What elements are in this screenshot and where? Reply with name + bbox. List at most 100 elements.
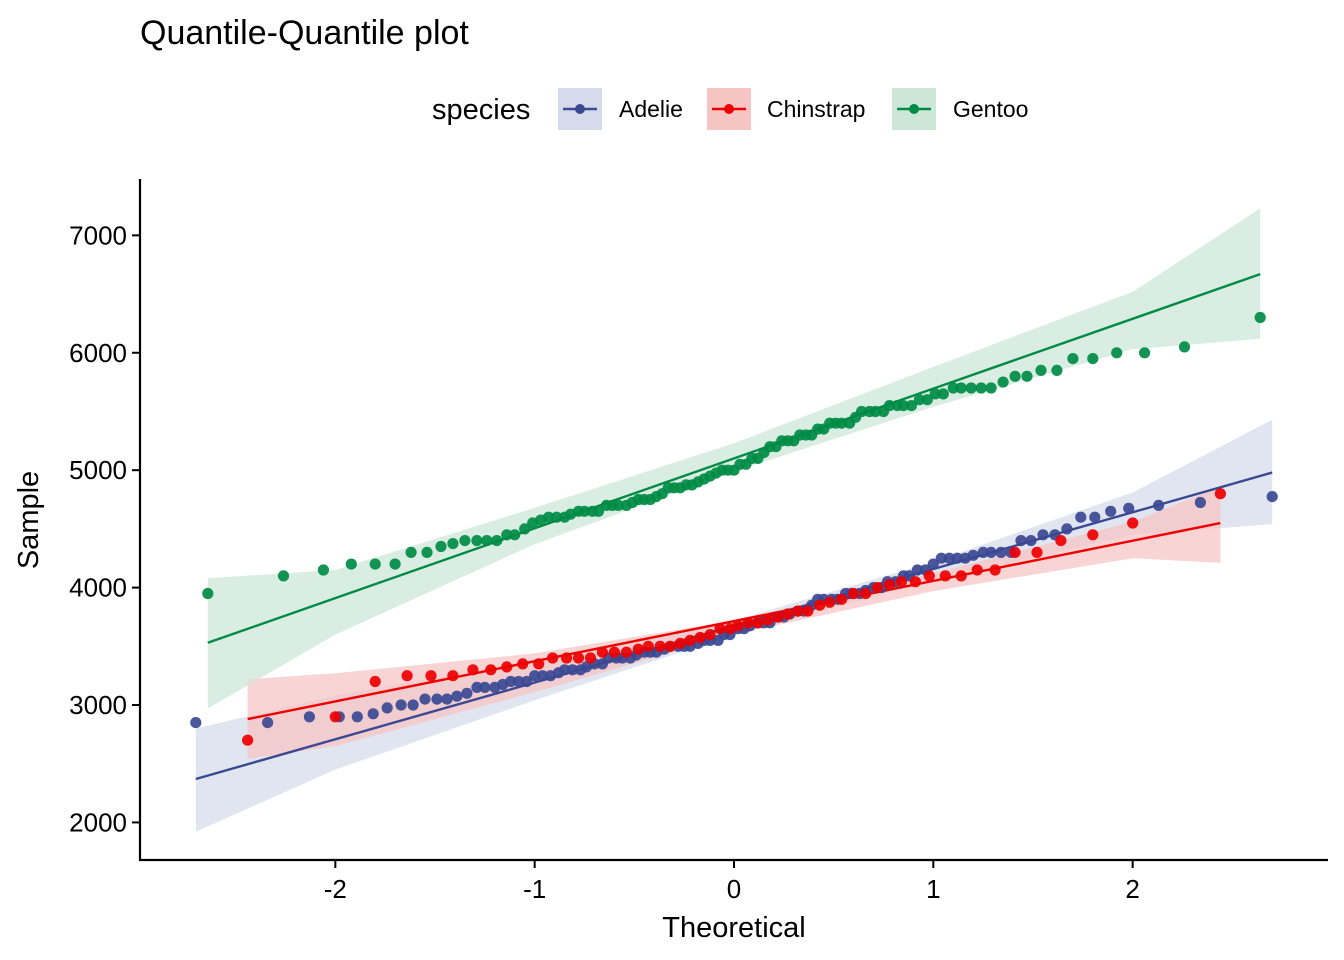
- point-gentoo: [551, 511, 563, 523]
- legend-label-chinstrap: Chinstrap: [767, 96, 865, 122]
- point-chinstrap: [772, 611, 784, 623]
- point-gentoo: [491, 535, 503, 547]
- point-chinstrap: [694, 631, 706, 644]
- chart-title: Quantile-Quantile plot: [140, 14, 469, 52]
- point-chinstrap: [871, 582, 884, 594]
- point-gentoo: [421, 546, 433, 559]
- x-tick-label: 2: [1125, 874, 1139, 904]
- point-chinstrap: [792, 605, 804, 617]
- x-tick-label: -2: [324, 874, 347, 904]
- point-chinstrap: [620, 646, 633, 658]
- point-chinstrap: [584, 652, 597, 664]
- point-chinstrap: [329, 711, 341, 723]
- point-gentoo: [481, 535, 493, 547]
- point-adelie: [513, 675, 525, 688]
- points-chinstrap: [242, 488, 1226, 746]
- point-adelie: [451, 690, 463, 702]
- point-gentoo: [997, 376, 1009, 388]
- point-gentoo: [519, 523, 531, 535]
- point-adelie: [262, 717, 274, 729]
- point-adelie: [381, 702, 393, 714]
- point-gentoo: [1067, 353, 1079, 365]
- point-adelie: [566, 664, 579, 676]
- point-gentoo: [405, 546, 417, 559]
- point-chinstrap: [923, 570, 935, 582]
- legend: species Adelie Chinstrap Gentoo: [432, 88, 1028, 130]
- point-gentoo: [612, 499, 625, 511]
- point-chinstrap: [642, 640, 654, 652]
- point-gentoo: [1254, 311, 1266, 324]
- legend-dot-adelie: [575, 104, 585, 114]
- point-chinstrap: [860, 587, 872, 600]
- point-adelie: [559, 664, 571, 676]
- point-gentoo: [869, 405, 882, 418]
- point-chinstrap: [572, 652, 585, 664]
- point-gentoo: [836, 417, 848, 429]
- point-chinstrap: [1127, 517, 1139, 529]
- point-gentoo: [202, 587, 214, 600]
- point-adelie: [395, 699, 407, 711]
- point-gentoo: [459, 535, 471, 547]
- point-gentoo: [937, 388, 949, 400]
- legend-entry-chinstrap: Chinstrap: [707, 88, 865, 130]
- point-gentoo: [509, 529, 521, 541]
- y-axis-title: Sample: [13, 471, 45, 569]
- point-gentoo: [929, 388, 941, 400]
- point-gentoo: [1111, 347, 1123, 359]
- point-adelie: [431, 693, 443, 705]
- point-adelie: [935, 552, 947, 564]
- legend-title: species: [432, 94, 530, 126]
- point-gentoo: [1139, 347, 1151, 359]
- point-chinstrap: [802, 605, 814, 617]
- point-gentoo: [985, 382, 997, 394]
- x-tick-label: 0: [727, 874, 741, 904]
- point-chinstrap: [742, 617, 754, 629]
- point-chinstrap: [955, 570, 967, 582]
- legend-entry-gentoo: Gentoo: [892, 88, 1028, 130]
- point-chinstrap: [939, 570, 951, 582]
- point-chinstrap: [467, 664, 479, 676]
- point-chinstrap: [654, 640, 666, 652]
- point-adelie: [419, 693, 431, 705]
- point-chinstrap: [547, 652, 559, 664]
- legend-dot-gentoo: [909, 104, 919, 114]
- point-adelie: [1075, 511, 1087, 523]
- point-adelie: [1194, 496, 1206, 509]
- point-chinstrap: [447, 670, 459, 682]
- y-tick-label: 3000: [69, 690, 127, 720]
- point-adelie: [407, 699, 419, 711]
- point-adelie: [351, 711, 363, 723]
- point-adelie: [1266, 491, 1278, 503]
- point-gentoo: [965, 382, 977, 394]
- point-adelie: [441, 693, 453, 705]
- y-tick-label: 2000: [69, 807, 127, 837]
- y-tick-label: 7000: [69, 220, 127, 250]
- legend-entry-adelie: Adelie: [558, 88, 683, 130]
- point-chinstrap: [883, 579, 896, 591]
- point-adelie: [1037, 529, 1049, 541]
- point-adelie: [985, 546, 997, 559]
- y-tick-label: 5000: [69, 455, 127, 485]
- point-chinstrap: [762, 614, 774, 626]
- point-chinstrap: [782, 608, 794, 620]
- point-adelie: [967, 549, 979, 561]
- y-tick-label: 6000: [69, 338, 127, 368]
- legend-dot-chinstrap: [724, 104, 734, 114]
- point-adelie: [303, 711, 315, 723]
- point-chinstrap: [971, 564, 983, 576]
- point-adelie: [927, 558, 939, 570]
- point-chinstrap: [895, 576, 908, 588]
- axes: -2 -1 0 1 2 2000 3000 4000 5000 6000 7000 Theoret…: [13, 179, 1328, 944]
- point-chinstrap: [909, 576, 922, 588]
- point-chinstrap: [1087, 529, 1099, 541]
- point-chinstrap: [1031, 546, 1043, 559]
- point-chinstrap: [732, 620, 744, 632]
- point-adelie: [461, 687, 473, 699]
- point-adelie: [1061, 523, 1073, 535]
- y-axis-ticks: 2000 3000 4000 5000 6000 7000: [69, 220, 140, 837]
- point-adelie: [1015, 535, 1027, 547]
- point-chinstrap: [814, 599, 826, 611]
- qq-line-chinstrap: [247, 521, 1221, 721]
- x-tick-label: -1: [523, 874, 546, 904]
- point-chinstrap: [369, 675, 381, 688]
